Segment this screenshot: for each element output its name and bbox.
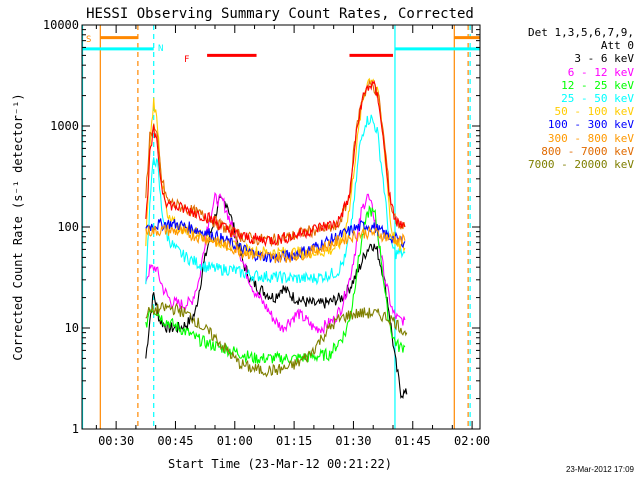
series-line	[145, 79, 406, 248]
legend-entry: 7000 - 20000 keV	[528, 158, 634, 172]
series-line	[145, 224, 406, 264]
x-tick-label: 00:30	[98, 434, 134, 448]
chart-title: HESSI Observing Summary Count Rates, Cor…	[86, 6, 474, 22]
series-line	[145, 191, 406, 335]
legend-entry: 12 - 25 keV	[561, 78, 634, 92]
x-tick-label: 01:00	[217, 434, 253, 448]
y-tick-label: 100	[57, 220, 79, 234]
x-tick-label: 01:30	[335, 434, 371, 448]
legend-entry: 50 - 100 keV	[554, 105, 634, 119]
series-line	[145, 204, 406, 365]
x-tick-label: 01:15	[276, 434, 312, 448]
y-axis-label: Corrected Count Rate (s⁻¹ detector⁻¹)	[11, 93, 25, 360]
series-line	[145, 114, 406, 286]
legend-header-line-1: Det 1,3,5,6,7,9,	[528, 26, 634, 39]
timestamp: 23-Mar-2012 17:09	[565, 465, 634, 474]
legend-entry: 300 - 800 keV	[547, 131, 634, 145]
legend: Det 1,3,5,6,7,9, Att 0 3 - 6 keV 6 - 12 …	[464, 26, 634, 171]
legend-entry: 800 - 7000 keV	[541, 144, 634, 158]
legend-entry: 6 - 12 keV	[567, 65, 634, 79]
legend-entry: 25 - 50 keV	[561, 92, 634, 106]
flag-label: F	[184, 55, 189, 65]
x-tick-label: 02:00	[454, 434, 490, 448]
flag-label: N	[158, 44, 163, 54]
series-line	[145, 196, 408, 399]
y-tick-label: 10	[65, 321, 79, 335]
legend-entry: 3 - 6 keV	[574, 52, 634, 66]
series-line	[145, 301, 408, 378]
flag-label: S	[86, 35, 91, 45]
y-tick-label: 1000	[50, 119, 79, 133]
y-tick-label: 10000	[43, 18, 79, 32]
y-tick-label: 1	[72, 422, 79, 436]
x-tick-label: 01:45	[395, 434, 431, 448]
legend-entry: 100 - 300 keV	[547, 118, 634, 132]
legend-header-line-2: Att 0	[600, 39, 634, 53]
x-tick-label: 00:45	[157, 434, 193, 448]
x-axis-label: Start Time (23-Mar-12 00:21:22)	[168, 457, 392, 471]
